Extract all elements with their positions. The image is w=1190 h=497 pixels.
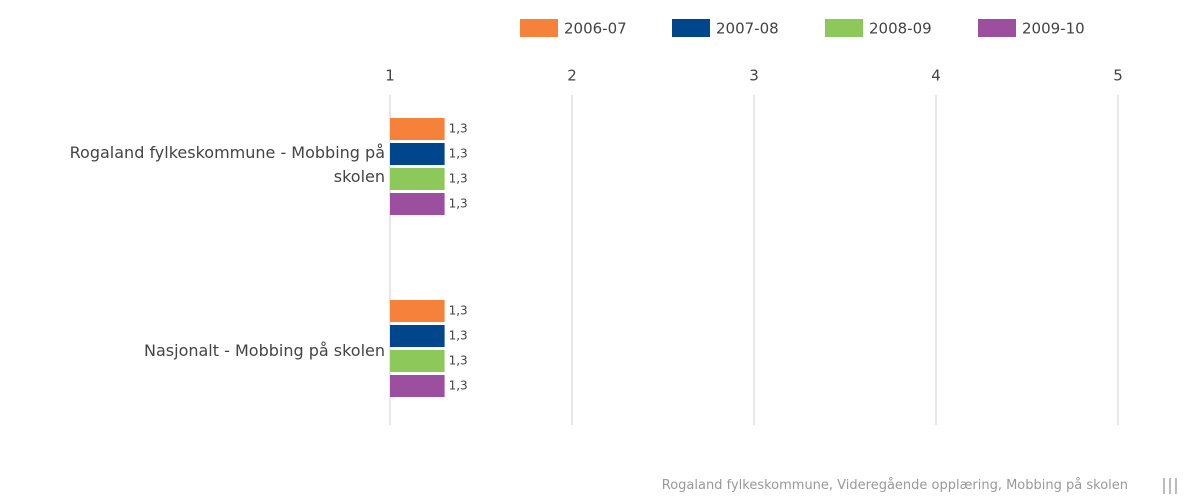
value-label: 1,3 — [449, 354, 468, 368]
x-tick-label: 1 — [385, 67, 395, 85]
legend-swatch — [520, 19, 558, 37]
legend-swatch — [978, 19, 1016, 37]
value-label: 1,3 — [449, 172, 468, 186]
bar — [390, 118, 445, 140]
category-label: Rogaland fylkeskommune - Mobbing på skol… — [69, 143, 385, 186]
menu-icon[interactable] — [1163, 478, 1177, 494]
legend-swatch — [825, 19, 863, 37]
x-tick-label: 4 — [931, 67, 941, 85]
legend-label: 2008-09 — [869, 20, 932, 38]
value-label: 1,3 — [449, 147, 468, 161]
value-label: 1,3 — [449, 197, 468, 211]
bar — [390, 300, 445, 322]
footer-text: Rogaland fylkeskommune, Videregående opp… — [661, 478, 1128, 493]
value-label: 1,3 — [449, 379, 468, 393]
bar — [390, 325, 445, 347]
value-label: 1,3 — [449, 304, 468, 318]
bar — [390, 168, 445, 190]
legend-label: 2007-08 — [716, 20, 779, 38]
bar — [390, 375, 445, 397]
legend-swatch — [672, 19, 710, 37]
bar — [390, 193, 445, 215]
value-label: 1,3 — [449, 329, 468, 343]
category-label: Nasjonalt - Mobbing på skolen — [144, 341, 385, 360]
legend-label: 2009-10 — [1022, 20, 1085, 38]
value-label: 1,3 — [449, 122, 468, 136]
bar — [390, 143, 445, 165]
x-tick-label: 2 — [567, 67, 577, 85]
legend-label: 2006-07 — [564, 20, 627, 38]
x-tick-label: 5 — [1113, 67, 1123, 85]
x-tick-label: 3 — [749, 67, 759, 85]
bar — [390, 350, 445, 372]
